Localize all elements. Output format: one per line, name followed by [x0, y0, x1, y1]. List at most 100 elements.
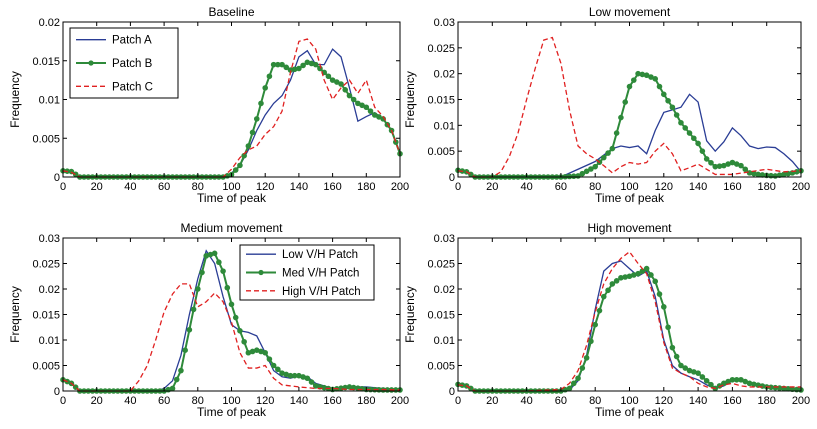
- data-point: [630, 77, 637, 83]
- x-tick-label: 200: [391, 181, 409, 193]
- data-point: [350, 96, 357, 103]
- y-tick-label: 0: [449, 172, 455, 184]
- y-tick-label: 0.015: [32, 310, 60, 322]
- x-tick-label: 100: [222, 395, 240, 407]
- data-point: [304, 375, 311, 382]
- data-point: [186, 327, 193, 333]
- data-point: [695, 140, 701, 147]
- data-point: [656, 291, 663, 297]
- y-tick-label: 0.03: [434, 17, 455, 29]
- data-point: [703, 378, 710, 384]
- x-tick-label: 40: [124, 395, 136, 407]
- data-point: [566, 385, 573, 392]
- data-point: [325, 73, 332, 80]
- x-axis-label: Time of peak: [197, 405, 267, 419]
- data-point: [275, 366, 281, 373]
- x-tick-label: 60: [158, 181, 170, 193]
- data-point: [308, 379, 315, 385]
- axes-frame: [457, 21, 802, 178]
- chart-title: Baseline: [208, 5, 254, 19]
- data-point: [643, 265, 650, 272]
- legend-label-2: Med V/H Patch: [282, 268, 359, 280]
- data-point: [220, 268, 226, 274]
- x-tick-label: 160: [723, 395, 741, 407]
- data-point: [232, 167, 239, 173]
- data-point: [363, 104, 370, 111]
- data-point: [673, 112, 680, 118]
- y-tick-label: 0.025: [32, 259, 60, 271]
- y-tick-label: 0.02: [434, 284, 455, 296]
- x-tick-label: 100: [620, 395, 638, 407]
- y-tick-label: 0.02: [39, 284, 60, 296]
- x-tick-label: 120: [655, 395, 673, 407]
- data-point: [199, 269, 205, 276]
- chart-title: Medium movement: [180, 221, 283, 235]
- data-point: [605, 287, 611, 294]
- data-point: [609, 281, 616, 287]
- data-point: [270, 362, 277, 369]
- data-point: [626, 83, 633, 90]
- x-tick-label: 0: [455, 181, 461, 193]
- series-line-3: [457, 36, 802, 178]
- axes-frame: [457, 237, 802, 392]
- x-tick-label: 80: [589, 395, 601, 407]
- data-point: [579, 170, 586, 177]
- x-tick-label: 0: [60, 395, 66, 407]
- legend-marker: [88, 60, 94, 66]
- data-point: [613, 130, 620, 136]
- y-axis-label: Frequency: [403, 71, 417, 128]
- data-point: [686, 130, 693, 136]
- legend-label-2: Patch B: [112, 58, 153, 70]
- x-tick-label: 140: [290, 181, 308, 193]
- x-tick-label: 40: [520, 395, 532, 407]
- y-tick-label: 0.005: [32, 133, 60, 145]
- y-tick-label: 0.01: [434, 120, 455, 132]
- y-axis-label: Frequency: [8, 286, 22, 343]
- x-tick-label: 120: [256, 181, 274, 193]
- chart-title: Low movement: [589, 5, 671, 19]
- x-axis-label: Time of peak: [595, 405, 665, 419]
- legend-marker: [258, 269, 264, 276]
- legend-label-3: High V/H Patch: [282, 286, 361, 298]
- y-tick-label: 0: [54, 386, 60, 398]
- data-point: [570, 380, 577, 387]
- data-point: [228, 301, 235, 308]
- data-point: [216, 259, 222, 266]
- data-point: [338, 81, 344, 87]
- y-tick-label: 0.025: [427, 259, 455, 271]
- y-tick-label: 0.03: [434, 233, 455, 245]
- data-point: [678, 119, 684, 126]
- y-tick-label: 0.02: [434, 69, 455, 81]
- x-tick-label: 180: [357, 395, 375, 407]
- data-point: [588, 338, 594, 345]
- legend: Low V/H Patch Med V/H Patch High V/H Patch: [239, 244, 375, 301]
- data-point: [648, 272, 654, 278]
- data-point: [678, 362, 684, 369]
- y-axis-label: Frequency: [403, 286, 417, 343]
- data-point: [695, 370, 701, 376]
- x-tick-label: 140: [689, 181, 707, 193]
- data-point: [673, 353, 680, 360]
- data-point: [618, 114, 624, 121]
- data-point: [190, 306, 197, 313]
- x-tick-label: 100: [620, 181, 638, 193]
- x-tick-label: 160: [323, 181, 341, 193]
- y-tick-label: 0: [449, 386, 455, 398]
- data-point: [237, 162, 243, 169]
- data-point: [249, 129, 256, 136]
- data-point: [635, 270, 641, 277]
- chart-panel-2: Low movement 0 20 40 60 80 100 120 140 160 180 200 0…: [403, 5, 810, 205]
- series-line-1: [457, 260, 801, 392]
- x-tick-label: 80: [589, 181, 601, 193]
- data-point: [178, 367, 184, 374]
- data-point: [708, 381, 714, 388]
- data-point: [609, 145, 616, 152]
- x-tick-label: 120: [256, 395, 274, 407]
- series-line-1: [457, 93, 802, 178]
- data-point: [367, 108, 374, 114]
- chart-panel-1: Baseline 0 20 40 60 80 100 120 140 160 180 200 0 0.00…: [8, 5, 409, 205]
- data-point: [665, 97, 671, 104]
- data-point: [699, 374, 706, 380]
- x-axis-label: Time of peak: [197, 191, 267, 205]
- data-point: [691, 135, 697, 142]
